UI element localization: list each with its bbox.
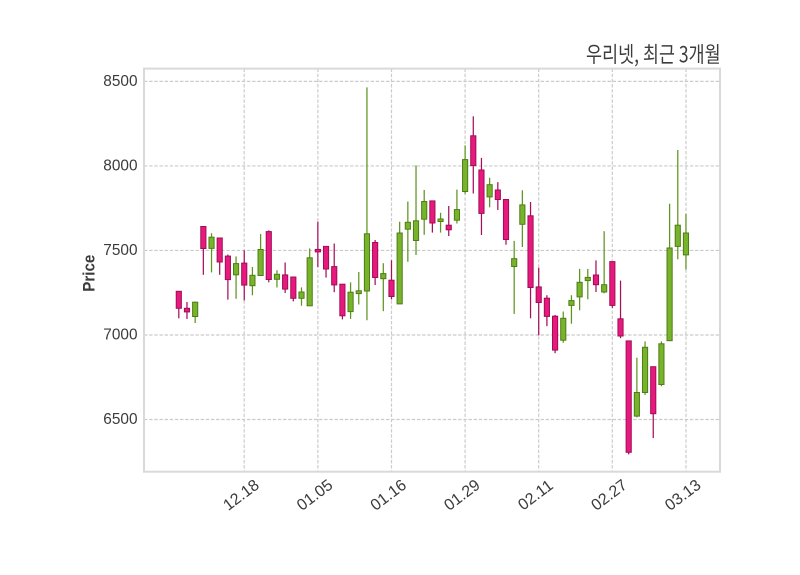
svg-text:8000: 8000 bbox=[103, 157, 137, 174]
svg-text:Price: Price bbox=[81, 255, 99, 292]
svg-text:6500: 6500 bbox=[103, 411, 137, 428]
svg-text:8500: 8500 bbox=[103, 73, 137, 90]
svg-text:7500: 7500 bbox=[103, 242, 137, 259]
svg-text:7000: 7000 bbox=[103, 327, 137, 344]
